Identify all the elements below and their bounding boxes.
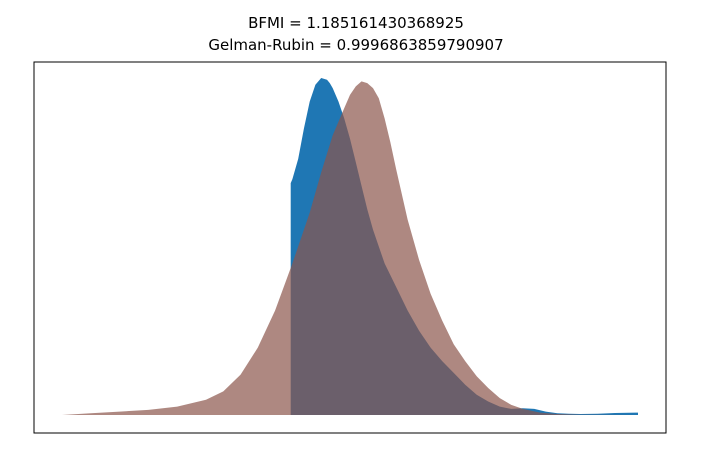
series-layer bbox=[62, 78, 638, 416]
plot-frame bbox=[33, 61, 667, 434]
density-area-series-2 bbox=[62, 81, 638, 416]
chart-title-line-1: BFMI = 1.185161430368925 bbox=[248, 14, 464, 32]
chart-title-line-2: Gelman-Rubin = 0.9996863859790907 bbox=[208, 36, 504, 54]
